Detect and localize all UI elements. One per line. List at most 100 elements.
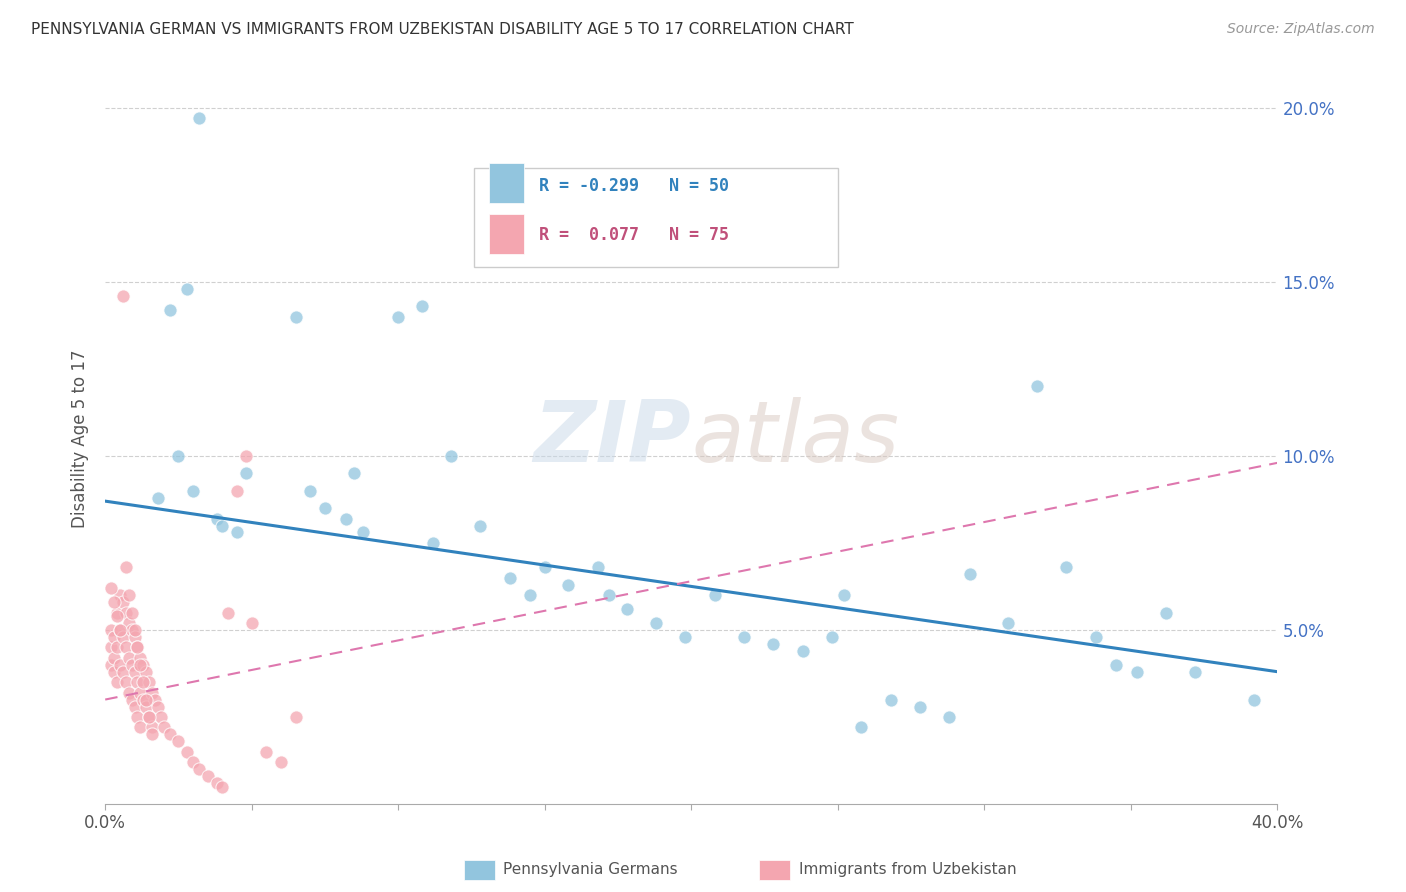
Point — [159, 727, 181, 741]
Point — [762, 637, 785, 651]
Point — [498, 571, 520, 585]
Point — [132, 657, 155, 672]
Point — [129, 685, 152, 699]
Point — [132, 675, 155, 690]
Point — [103, 665, 125, 679]
Point — [129, 650, 152, 665]
Point — [211, 780, 233, 794]
Point — [149, 710, 172, 724]
Point — [1084, 630, 1107, 644]
Point — [422, 536, 444, 550]
Point — [114, 675, 136, 690]
Point — [100, 581, 122, 595]
Point — [675, 630, 697, 644]
Point — [343, 467, 366, 481]
Text: atlas: atlas — [692, 397, 900, 480]
Point — [121, 692, 143, 706]
Text: R = -0.299   N = 50: R = -0.299 N = 50 — [538, 178, 728, 195]
Point — [135, 699, 157, 714]
Point — [205, 511, 228, 525]
FancyBboxPatch shape — [488, 163, 523, 203]
Point — [111, 595, 134, 609]
Point — [105, 675, 128, 690]
Point — [533, 560, 555, 574]
Point — [108, 623, 131, 637]
Text: ZIP: ZIP — [534, 397, 692, 480]
Point — [284, 710, 307, 724]
Point — [879, 692, 901, 706]
Point — [127, 640, 149, 655]
Point — [211, 518, 233, 533]
Point — [124, 623, 146, 637]
Point — [118, 615, 141, 630]
FancyBboxPatch shape — [488, 214, 523, 254]
Point — [146, 491, 169, 505]
Point — [851, 720, 873, 734]
Point — [792, 644, 814, 658]
Point — [132, 692, 155, 706]
Point — [141, 727, 163, 741]
Point — [135, 692, 157, 706]
Point — [108, 588, 131, 602]
Point — [121, 657, 143, 672]
Point — [100, 623, 122, 637]
Point — [118, 650, 141, 665]
Point — [335, 511, 357, 525]
Point — [103, 650, 125, 665]
Point — [645, 615, 668, 630]
Point — [100, 657, 122, 672]
Point — [129, 720, 152, 734]
Point — [616, 602, 638, 616]
Y-axis label: Disability Age 5 to 17: Disability Age 5 to 17 — [72, 350, 89, 528]
Point — [141, 720, 163, 734]
Point — [100, 640, 122, 655]
Point — [103, 595, 125, 609]
Point — [111, 630, 134, 644]
Point — [1054, 560, 1077, 574]
Point — [284, 310, 307, 324]
Point — [138, 710, 160, 724]
Point — [1105, 657, 1128, 672]
Point — [959, 567, 981, 582]
Text: Source: ZipAtlas.com: Source: ZipAtlas.com — [1227, 22, 1375, 37]
Point — [235, 449, 257, 463]
Point — [143, 692, 166, 706]
Text: PENNSYLVANIA GERMAN VS IMMIGRANTS FROM UZBEKISTAN DISABILITY AGE 5 TO 17 CORRELA: PENNSYLVANIA GERMAN VS IMMIGRANTS FROM U… — [31, 22, 853, 37]
Point — [181, 755, 204, 769]
Point — [114, 560, 136, 574]
Point — [103, 630, 125, 644]
Point — [1125, 665, 1147, 679]
Point — [411, 299, 433, 313]
Point — [557, 577, 579, 591]
Point — [586, 560, 609, 574]
Point — [121, 623, 143, 637]
Point — [226, 525, 249, 540]
Point — [127, 710, 149, 724]
Point — [235, 467, 257, 481]
Point — [188, 762, 211, 776]
Text: Immigrants from Uzbekistan: Immigrants from Uzbekistan — [799, 863, 1017, 877]
Point — [254, 745, 277, 759]
Point — [1243, 692, 1265, 706]
Point — [240, 615, 263, 630]
Point — [111, 289, 134, 303]
Point — [138, 675, 160, 690]
Point — [470, 518, 492, 533]
Point — [135, 665, 157, 679]
Point — [141, 685, 163, 699]
Text: Pennsylvania Germans: Pennsylvania Germans — [503, 863, 678, 877]
Point — [188, 112, 211, 126]
Point — [118, 685, 141, 699]
Point — [832, 588, 855, 602]
Point — [121, 606, 143, 620]
Point — [821, 630, 844, 644]
Point — [114, 606, 136, 620]
Point — [598, 588, 620, 602]
Text: R =  0.077   N = 75: R = 0.077 N = 75 — [538, 227, 728, 244]
Point — [108, 657, 131, 672]
Point — [299, 483, 322, 498]
Point — [118, 588, 141, 602]
Point — [105, 640, 128, 655]
Point — [159, 302, 181, 317]
Point — [146, 699, 169, 714]
